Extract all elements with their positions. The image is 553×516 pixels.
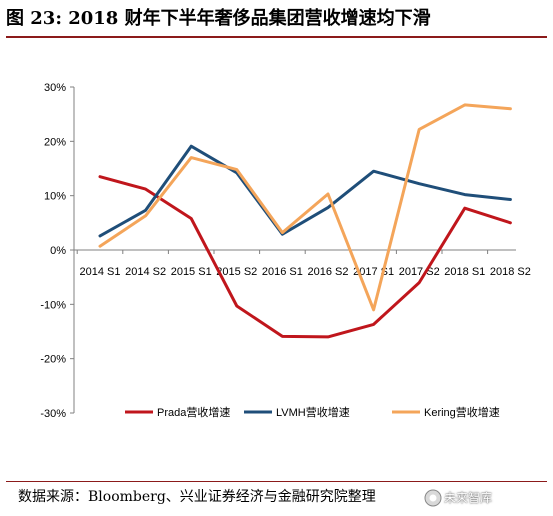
x-tick-label: 2018 S2 <box>490 266 531 278</box>
watermark-logo-icon <box>424 489 442 507</box>
y-tick-label: -30% <box>40 408 66 420</box>
x-tick-label: 2014 S2 <box>125 266 166 278</box>
y-tick-label: 0% <box>50 245 66 257</box>
y-tick-label: 30% <box>44 82 66 94</box>
series-lines <box>98 103 512 339</box>
x-tick-label: 2018 S1 <box>444 266 485 278</box>
series-line-2 <box>98 144 512 238</box>
x-tick-label: 2015 S1 <box>171 266 212 278</box>
y-tick-labels: -30% -20% -10% 0% 10% 20% 30% <box>40 82 66 420</box>
figure-title: 图 23: 2018 财年下半年奢侈品集团营收增速均下滑 <box>6 8 431 29</box>
watermark-text: 未来智库 <box>444 491 493 505</box>
x-tick-label: 2014 S1 <box>80 266 121 278</box>
x-tick-label: 2015 S2 <box>216 266 257 278</box>
source-note: 数据来源：Bloomberg、兴业证券经济与金融研究院整理 <box>18 489 376 505</box>
x-tick-label: 2016 S2 <box>308 266 349 278</box>
series-line-3 <box>98 103 512 312</box>
footer-divider <box>6 481 547 482</box>
legend-label-2: LVMH营收增速 <box>276 405 350 419</box>
chart-axes <box>70 86 516 414</box>
y-tick-label: 20% <box>44 136 66 148</box>
x-tick-label: 2017 S2 <box>399 266 440 278</box>
y-tick-label: -10% <box>40 299 66 311</box>
legend-label-3: Kering营收增速 <box>424 405 500 419</box>
legend-label-1: Prada营收增速 <box>157 405 230 419</box>
x-tick-label: 2016 S1 <box>262 266 303 278</box>
series-line-1 <box>98 175 512 339</box>
title-divider <box>6 36 547 38</box>
line-chart: -30%-20%-10%0%10%20%30% 2014 S1 2014 S2 20… <box>40 82 531 420</box>
x-tick-labels: 2014 S1 2014 S2 2015 S1 2015 S2 2016 S1 2016 … <box>80 266 531 278</box>
y-tick-label: 10% <box>44 191 66 203</box>
chart-legend: Prada营收增速 LVMH营收增速 Kering营收增速 <box>125 405 500 419</box>
y-tick-label: -20% <box>40 354 66 366</box>
